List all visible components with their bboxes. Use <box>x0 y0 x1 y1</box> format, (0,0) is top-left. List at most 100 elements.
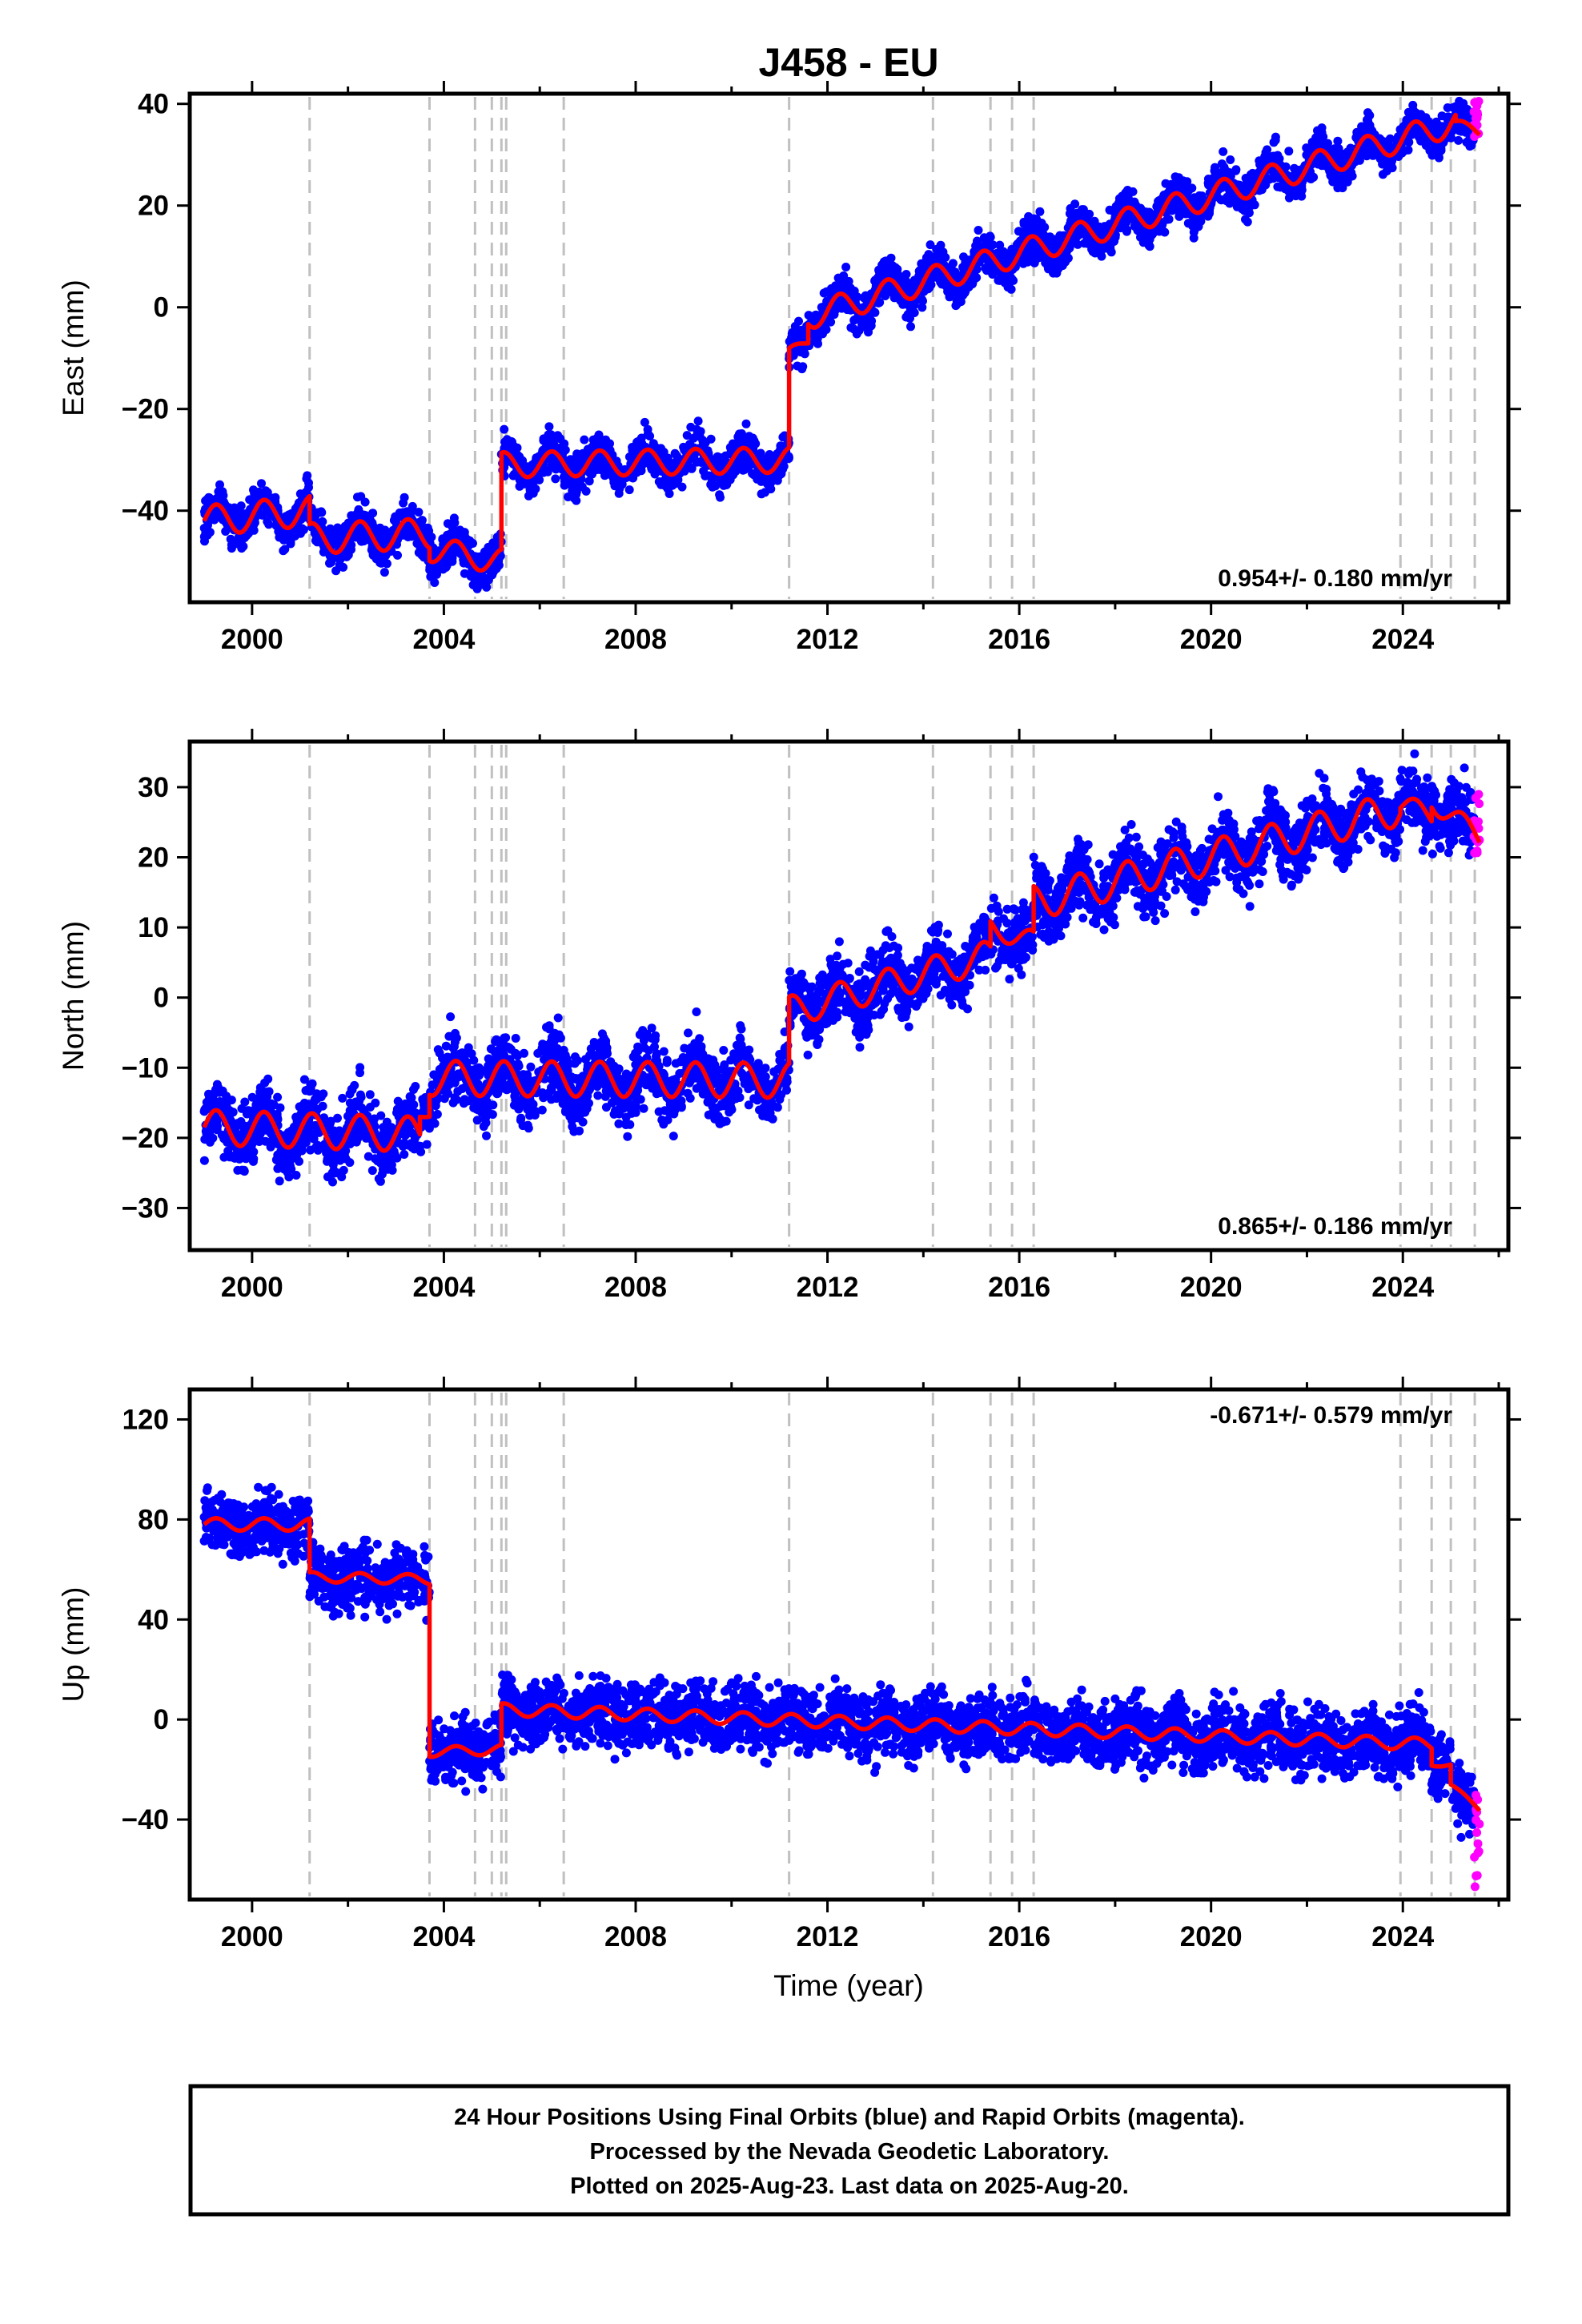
final-point <box>215 480 224 489</box>
final-point <box>1174 199 1184 208</box>
final-point <box>1023 257 1032 267</box>
final-point <box>1331 179 1341 188</box>
final-point <box>1029 214 1038 223</box>
y-tick-label: 20 <box>138 191 169 222</box>
final-point <box>844 276 853 286</box>
final-point <box>257 479 266 489</box>
final-point <box>819 288 829 298</box>
final-point <box>355 1063 365 1072</box>
final-point <box>392 1108 401 1117</box>
final-point <box>609 477 619 487</box>
final-point <box>1261 147 1271 157</box>
final-point <box>311 1143 320 1152</box>
final-point <box>1237 204 1247 214</box>
final-point <box>1415 132 1423 142</box>
final-point <box>905 314 914 323</box>
final-point <box>299 525 308 534</box>
final-point <box>200 537 209 546</box>
final-point <box>299 1075 309 1084</box>
final-point <box>1454 135 1464 145</box>
final-point <box>1053 263 1062 272</box>
final-point <box>328 1177 337 1187</box>
final-point <box>757 489 766 499</box>
final-point <box>292 525 302 534</box>
final-point <box>219 1152 229 1162</box>
x-tick-label: 2020 <box>1180 624 1243 655</box>
final-point <box>245 1108 255 1116</box>
final-point <box>247 525 256 535</box>
final-point <box>345 1158 355 1168</box>
final-point <box>260 1094 270 1104</box>
final-point <box>347 511 356 521</box>
final-point <box>543 467 552 476</box>
final-point <box>494 561 504 570</box>
final-point <box>516 480 525 490</box>
final-point <box>693 416 703 426</box>
final-point <box>468 580 478 589</box>
final-point <box>873 272 883 282</box>
x-tick-label: 2012 <box>797 624 859 655</box>
final-point <box>1333 136 1343 146</box>
final-point <box>405 1128 415 1138</box>
final-point <box>527 485 536 495</box>
final-point <box>957 286 966 296</box>
final-point <box>741 419 751 428</box>
final-point <box>387 1150 396 1160</box>
x-tick-label: 2016 <box>988 624 1050 655</box>
final-point <box>427 567 436 577</box>
final-point <box>1305 174 1315 183</box>
final-point <box>235 521 245 531</box>
final-point <box>284 1172 294 1182</box>
final-point <box>877 260 887 270</box>
final-point <box>367 518 377 528</box>
final-point <box>546 430 556 440</box>
final-point <box>982 266 991 275</box>
final-point <box>354 505 363 514</box>
final-point <box>1204 180 1213 190</box>
final-point <box>1273 182 1283 191</box>
final-point <box>677 482 687 492</box>
final-point <box>717 453 726 463</box>
final-point <box>1219 147 1228 156</box>
final-point <box>751 439 761 448</box>
x-tick-label: 2024 <box>1371 624 1434 655</box>
final-point <box>227 509 236 518</box>
final-point <box>406 529 416 539</box>
final-point <box>339 1165 348 1175</box>
final-point <box>347 1085 357 1095</box>
velocity-rate: 0.954+/- 0.180 mm/yr <box>1218 565 1452 592</box>
final-point <box>1192 215 1202 224</box>
final-point <box>937 252 946 262</box>
final-point <box>737 458 746 468</box>
final-point <box>215 513 224 522</box>
final-point <box>500 424 509 434</box>
final-point <box>416 1147 426 1156</box>
final-point <box>393 550 402 560</box>
final-point <box>549 440 559 449</box>
final-point <box>1416 110 1426 119</box>
final-point <box>1243 217 1252 227</box>
final-point <box>480 547 489 557</box>
final-point <box>1070 199 1080 209</box>
final-point <box>572 489 581 499</box>
final-point <box>1006 284 1016 294</box>
final-point <box>476 577 486 587</box>
final-point <box>1174 173 1183 183</box>
final-point <box>1060 255 1070 265</box>
final-point <box>813 334 822 344</box>
final-point <box>331 1154 341 1164</box>
rapid-point <box>1472 111 1482 120</box>
final-point <box>359 537 368 546</box>
final-point <box>841 263 851 271</box>
final-point <box>861 291 870 300</box>
final-point <box>484 573 492 583</box>
final-point <box>379 568 389 577</box>
final-point <box>679 442 689 452</box>
final-point <box>698 437 708 447</box>
final-point <box>1443 103 1452 112</box>
final-point <box>318 517 327 526</box>
final-point <box>600 471 609 480</box>
final-point <box>203 521 212 530</box>
final-point <box>778 432 788 442</box>
final-point <box>405 1092 415 1101</box>
